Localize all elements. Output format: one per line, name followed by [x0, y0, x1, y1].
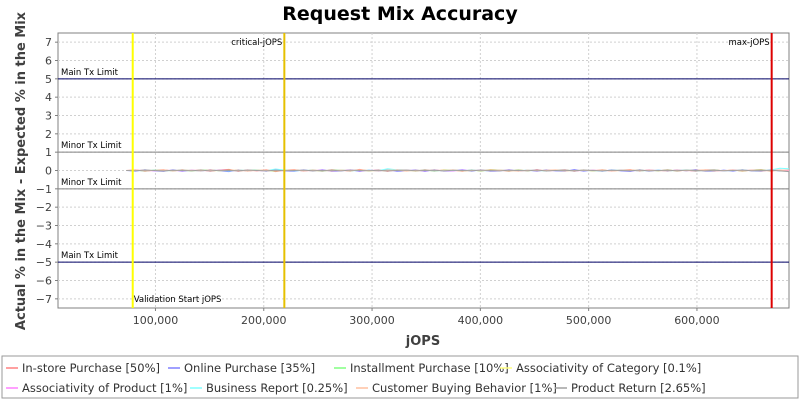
x-tick-label: 600,000	[674, 314, 720, 327]
limit-label: Minor Tx Limit	[61, 141, 122, 151]
y-tick-label: 6	[45, 55, 52, 68]
chart-title: Request Mix Accuracy	[282, 3, 518, 25]
y-tick-label: 5	[45, 73, 52, 86]
legend-label: Product Return [2.65%]	[571, 381, 706, 395]
limit-label: Main Tx Limit	[61, 251, 119, 261]
y-tick-label: −6	[36, 275, 52, 288]
y-tick-label: 3	[45, 110, 52, 123]
y-tick-label: 2	[45, 128, 52, 141]
legend-label: Business Report [0.25%]	[206, 381, 348, 395]
y-tick-label: 1	[45, 146, 52, 159]
x-tick-label: 200,000	[241, 314, 287, 327]
x-tick-label: 100,000	[133, 314, 179, 327]
y-tick-label: 7	[45, 36, 52, 49]
limit-label: Minor Tx Limit	[61, 178, 122, 188]
y-axis-ticks: 7 6 5 4 3 2 1 0 −1 −2 −3 −4 −5 −6 −7	[36, 36, 58, 306]
legend-label: In-store Purchase [50%]	[22, 361, 160, 375]
y-tick-label: −4	[36, 238, 52, 251]
jops-markers: Validation Start jOPS critical-jOPS max-jO…	[131, 33, 773, 308]
jops-marker-label: critical-jOPS	[231, 38, 282, 48]
y-tick-label: −7	[36, 293, 52, 306]
series-line	[126, 169, 790, 173]
x-tick-label: 400,000	[458, 314, 504, 327]
legend: In-store Purchase [50%] Online Purchase […	[6, 361, 706, 395]
legend-label: Customer Buying Behavior [1%]	[372, 381, 557, 395]
y-tick-label: 0	[45, 165, 52, 178]
x-axis-title: jOPS	[405, 334, 440, 349]
x-tick-label: 500,000	[566, 314, 612, 327]
y-tick-label: −3	[36, 220, 52, 233]
legend-label: Associativity of Category [0.1%]	[516, 361, 701, 375]
limit-label: Main Tx Limit	[61, 68, 119, 78]
legend-box	[1, 355, 799, 399]
y-axis-title: Actual % in the Mix - Expected % in the …	[14, 11, 29, 330]
legend-label: Online Purchase [35%]	[184, 361, 315, 375]
y-tick-label: −1	[36, 183, 52, 196]
jops-marker-label: Validation Start jOPS	[134, 295, 222, 305]
limit-lines: Main Tx Limit Minor Tx Limit Minor Tx Limi…	[58, 68, 789, 263]
data-series	[126, 167, 790, 173]
y-tick-label: −5	[36, 256, 52, 269]
x-tick-label: 300,000	[349, 314, 395, 327]
y-tick-label: 4	[45, 91, 52, 104]
x-axis-ticks: 100,000 200,000 300,000 400,000 500,000 600,0…	[133, 308, 720, 327]
jops-marker-label: max-jOPS	[729, 38, 770, 48]
y-tick-label: −2	[36, 201, 52, 214]
legend-label: Associativity of Product [1%]	[22, 381, 187, 395]
legend-label: Installment Purchase [10%]	[350, 361, 509, 375]
